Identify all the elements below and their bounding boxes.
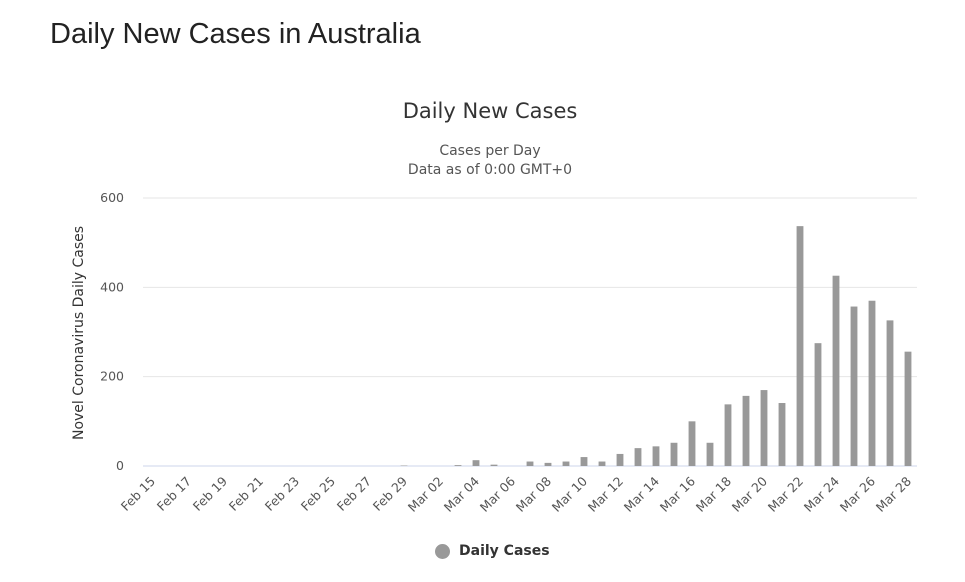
x-tick-label: Mar 16	[657, 473, 698, 514]
x-tick-label: Mar 06	[477, 473, 518, 514]
bar[interactable]	[490, 464, 498, 466]
bar[interactable]	[598, 461, 606, 466]
bar[interactable]	[760, 390, 768, 466]
bar[interactable]	[580, 457, 588, 466]
x-tick-label: Mar 04	[441, 473, 482, 514]
page-heading: Daily New Cases in Australia	[50, 18, 421, 50]
bar[interactable]	[886, 320, 894, 466]
legend-dot-icon	[435, 543, 450, 559]
y-tick-label: 200	[100, 369, 124, 384]
y-tick-label: 0	[116, 458, 124, 473]
x-tick-label: Mar 24	[801, 473, 842, 514]
bar[interactable]	[634, 448, 642, 466]
bar[interactable]	[814, 343, 822, 466]
x-tick-label: Mar 08	[513, 473, 554, 514]
bar[interactable]	[562, 461, 570, 466]
bar[interactable]	[796, 226, 804, 466]
x-tick-label: Mar 18	[693, 473, 734, 514]
x-tick-label: Feb 27	[334, 474, 374, 514]
chart-subtitle: Cases per Day Data as of 0:00 GMT+0	[0, 142, 965, 180]
bar[interactable]	[850, 306, 858, 466]
bar[interactable]	[472, 460, 480, 466]
x-tick-label: Mar 22	[765, 474, 806, 515]
x-tick-label: Feb 23	[262, 474, 302, 514]
y-axis-label: Novel Coronavirus Daily Cases	[71, 226, 87, 440]
bar[interactable]	[724, 404, 732, 466]
x-tick-label: Mar 20	[729, 473, 770, 514]
x-tick-label: Mar 02	[405, 474, 446, 515]
x-tick-label: Feb 25	[298, 474, 338, 514]
chart-subtitle-line-2: Data as of 0:00 GMT+0	[407, 162, 573, 178]
bar[interactable]	[688, 421, 696, 466]
bar[interactable]	[706, 442, 714, 466]
x-tick-label: Mar 28	[873, 473, 914, 514]
x-tick-label: Feb 29	[370, 473, 410, 513]
bar[interactable]	[868, 300, 876, 466]
x-tick-label: Mar 14	[621, 473, 662, 514]
y-tick-label: 600	[100, 190, 124, 205]
legend-label: Daily Cases	[459, 543, 550, 559]
x-tick-label: Mar 12	[585, 474, 626, 515]
x-tick-label: Mar 26	[837, 473, 878, 514]
bars	[400, 226, 912, 466]
bar[interactable]	[832, 275, 840, 466]
chart-subtitle-line-1: Cases per Day	[439, 143, 541, 159]
bar[interactable]	[670, 442, 678, 466]
bar[interactable]	[616, 453, 624, 466]
bar[interactable]	[778, 403, 786, 466]
y-axis-ticks: 0 200 400 600	[100, 190, 124, 473]
bar[interactable]	[904, 351, 912, 466]
x-tick-label: Feb 15	[118, 474, 158, 514]
y-tick-label: 400	[100, 279, 124, 294]
bar[interactable]	[526, 461, 534, 466]
bar[interactable]	[544, 462, 552, 466]
bar[interactable]	[454, 465, 462, 466]
chart-title: Daily New Cases	[402, 99, 578, 123]
x-tick-label: Feb 21	[226, 474, 266, 514]
legend[interactable]: Daily Cases	[435, 543, 550, 559]
x-tick-label: Feb 17	[154, 474, 194, 514]
x-tick-label: Mar 10	[549, 473, 590, 514]
bar[interactable]	[742, 395, 750, 466]
x-tick-label: Feb 19	[190, 473, 230, 513]
bar[interactable]	[652, 446, 660, 466]
